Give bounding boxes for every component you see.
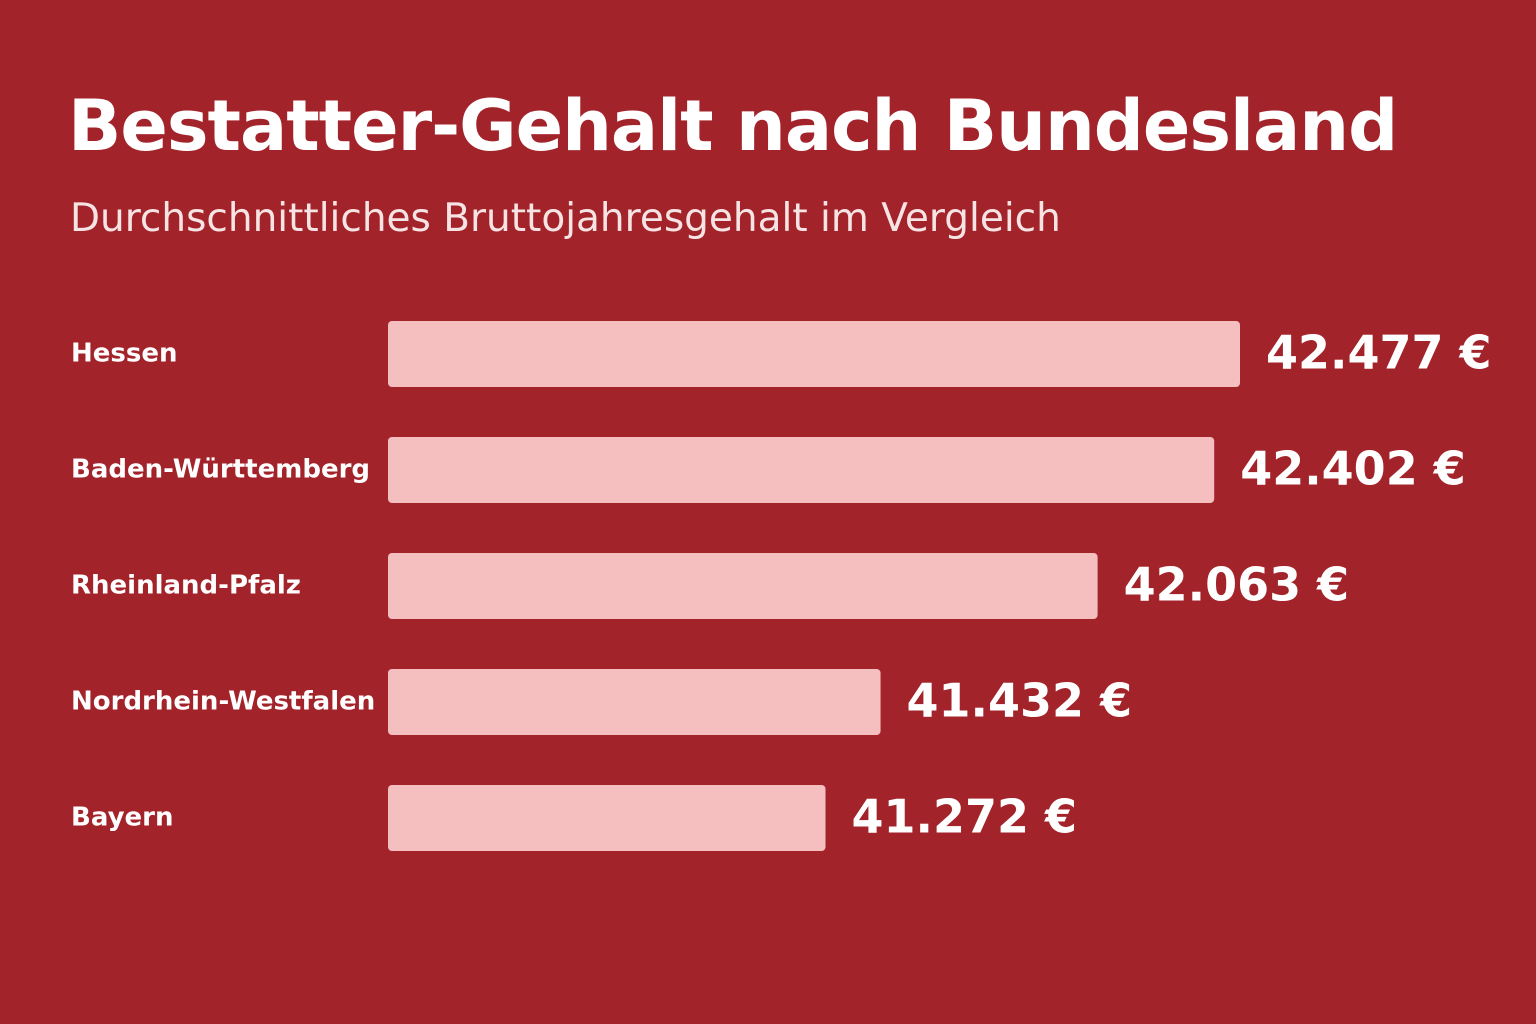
value-label: 41.272 € (852, 790, 1078, 844)
category-label: Baden-Württemberg (71, 455, 370, 485)
category-label: Nordrhein-Westfalen (71, 687, 375, 717)
bar (388, 669, 881, 735)
category-label: Rheinland-Pfalz (71, 571, 301, 601)
bar (388, 785, 826, 851)
chart-subtitle: Durchschnittliches Bruttojahresgehalt im… (70, 196, 1061, 241)
value-label: 42.063 € (1124, 558, 1350, 612)
chart-title: Bestatter-Gehalt nach Bundesland (68, 85, 1398, 167)
category-label: Hessen (71, 339, 178, 369)
bar (388, 321, 1240, 387)
bar (388, 437, 1215, 503)
value-label: 42.477 € (1266, 326, 1492, 380)
category-label: Bayern (71, 803, 173, 833)
bar (388, 553, 1098, 619)
value-label: 42.402 € (1240, 442, 1466, 496)
value-label: 41.432 € (907, 674, 1133, 728)
